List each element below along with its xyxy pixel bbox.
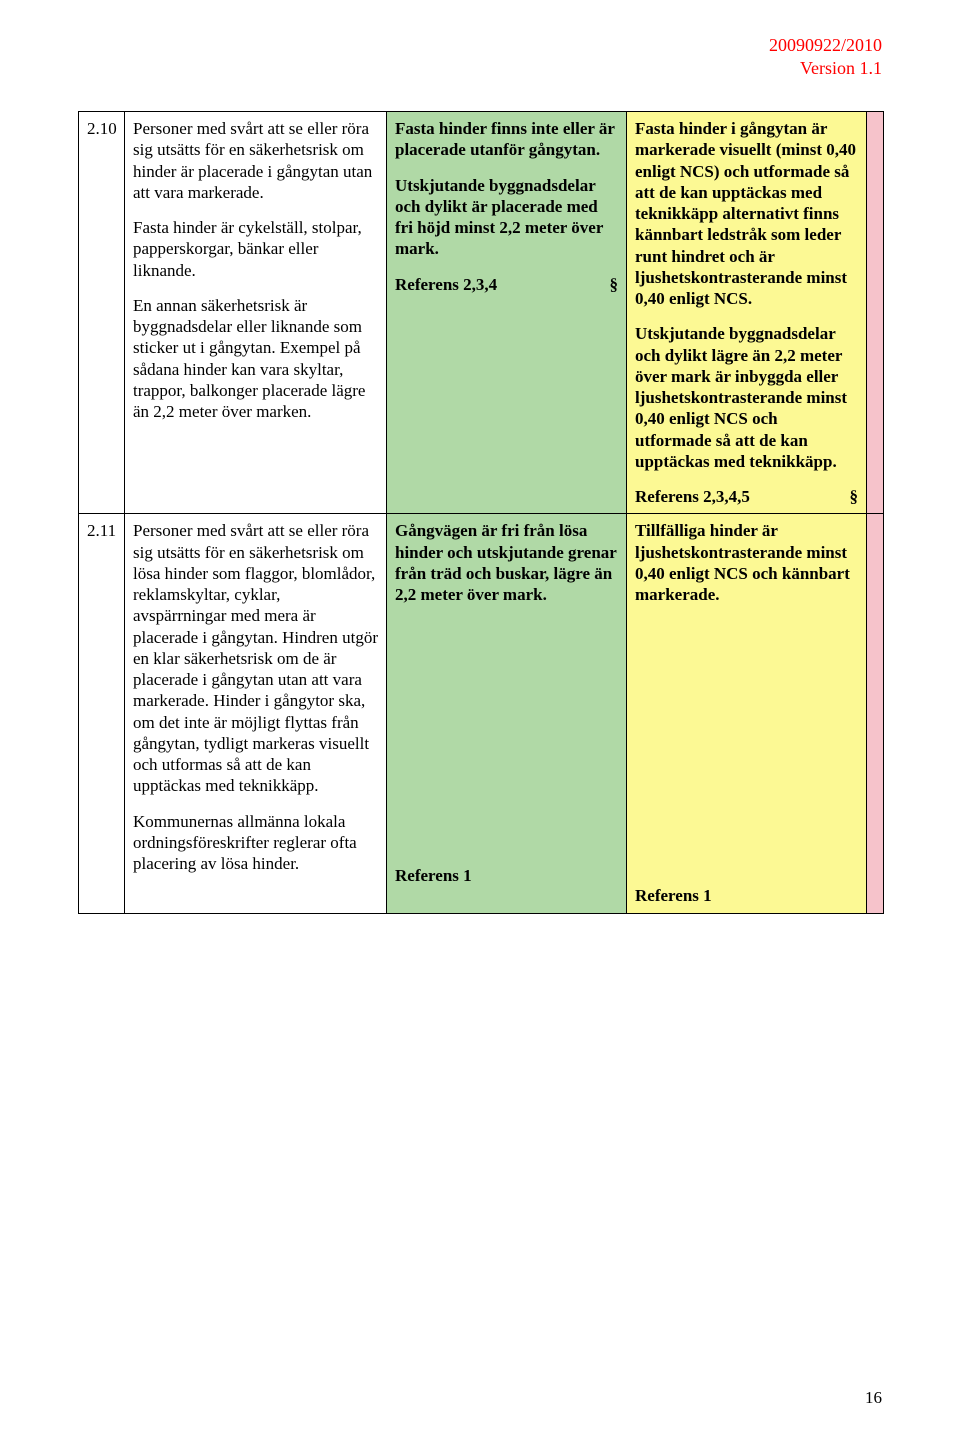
row-description: Personer med svårt att se eller röra sig… (125, 112, 387, 514)
yellow-reference: Referens 1 (635, 885, 858, 906)
desc-paragraph: En annan säkerhetsrisk är byggnadsdelar … (133, 295, 378, 423)
row-yellow-cell: Tillfälliga hinder är ljushetskontraster… (627, 514, 867, 913)
section-symbol: § (850, 486, 859, 507)
desc-paragraph: Kommunernas allmänna lokala ordningsföre… (133, 811, 378, 875)
yellow-reference: Referens 2,3,4,5 (635, 486, 750, 507)
row-green-cell: Fasta hinder finns inte eller är placera… (387, 112, 627, 514)
header-version: Version 1.1 (78, 57, 882, 80)
yellow-paragraph: Tillfälliga hinder är ljushetskontraster… (635, 520, 858, 605)
green-reference: Referens 1 (395, 865, 618, 886)
green-paragraph: Utskjutande byggnadsdelar och dylikt är … (395, 175, 618, 260)
yellow-paragraph: Fasta hinder i gångytan är markerade vis… (635, 118, 858, 309)
page: 20090922/2010 Version 1.1 2.10 Personer … (0, 0, 960, 1438)
row-pink-cell (867, 514, 884, 913)
desc-paragraph: Fasta hinder är cykelställ, stolpar, pap… (133, 217, 378, 281)
table-row: 2.11 Personer med svårt att se eller rör… (79, 514, 884, 913)
row-pink-cell (867, 112, 884, 514)
table-row: 2.10 Personer med svårt att se eller rör… (79, 112, 884, 514)
row-description: Personer med svårt att se eller röra sig… (125, 514, 387, 913)
section-symbol: § (610, 274, 619, 295)
green-reference: Referens 2,3,4 (395, 274, 497, 295)
green-paragraph: Fasta hinder finns inte eller är placera… (395, 118, 618, 161)
row-yellow-cell: Fasta hinder i gångytan är markerade vis… (627, 112, 867, 514)
yellow-paragraph: Utskjutande byggnadsdelar och dylikt läg… (635, 323, 858, 472)
header-date: 20090922/2010 (78, 34, 882, 57)
row-green-cell: Gångvägen är fri från lösa hinder och ut… (387, 514, 627, 913)
page-number: 16 (865, 1388, 882, 1408)
desc-paragraph: Personer med svårt att se eller röra sig… (133, 520, 378, 796)
content-table: 2.10 Personer med svårt att se eller rör… (78, 111, 884, 914)
row-id: 2.11 (79, 514, 125, 913)
page-header: 20090922/2010 Version 1.1 (78, 34, 882, 79)
green-paragraph: Gångvägen är fri från lösa hinder och ut… (395, 520, 618, 605)
row-id: 2.10 (79, 112, 125, 514)
desc-paragraph: Personer med svårt att se eller röra sig… (133, 118, 378, 203)
